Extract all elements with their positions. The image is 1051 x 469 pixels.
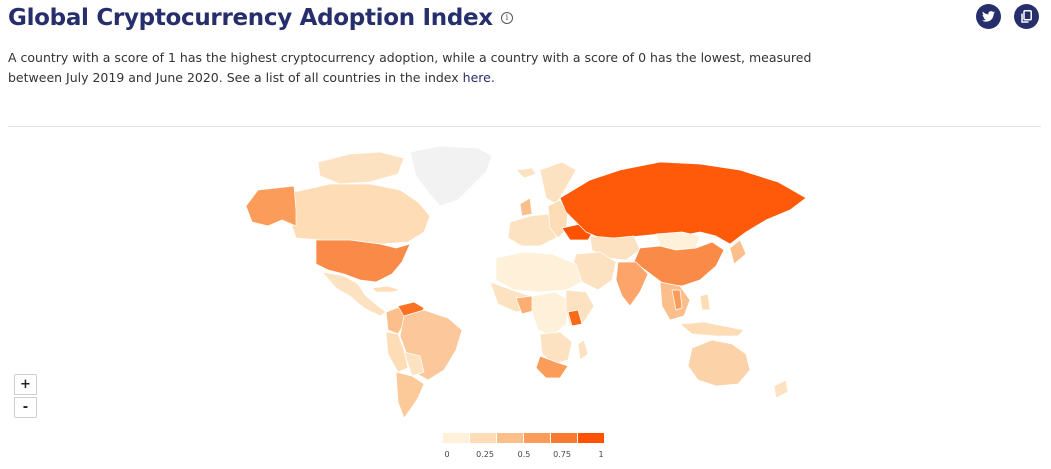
info-icon[interactable]: i [500,12,513,24]
copy-icon [1021,10,1032,23]
region-south-africa[interactable] [535,355,569,379]
region-japan[interactable] [729,239,747,265]
legend-tick: 0 [444,450,450,459]
region-alaska[interactable] [245,185,297,227]
color-legend: 0 0.25 0.5 0.75 1 [443,433,605,464]
legend-swatch [578,433,604,443]
region-kenya[interactable] [567,309,583,327]
region-united-states[interactable] [315,239,411,283]
region-russia[interactable] [559,161,807,245]
region-southern-africa[interactable] [539,331,573,365]
description: A country with a score of 1 has the high… [8,48,868,88]
region-canada-arctic[interactable] [317,151,405,185]
zoom-in-button[interactable]: + [14,374,37,395]
copy-link-button[interactable] [1014,4,1039,29]
region-new-zealand[interactable] [773,379,789,399]
region-western-europe[interactable] [507,213,561,247]
legend-ticks: 0 0.25 0.5 0.75 1 [443,450,605,464]
region-philippines[interactable] [699,293,711,311]
region-madagascar[interactable] [577,339,589,361]
legend-swatch [443,433,470,443]
legend-swatch [551,433,578,443]
legend-swatch [497,433,524,443]
twitter-share-button[interactable] [976,4,1001,29]
description-end: . [490,70,495,85]
region-greenland[interactable] [409,145,493,207]
countries-list-link[interactable]: here [462,70,491,85]
description-text: A country with a score of 1 has the high… [8,50,812,85]
legend-tick: 0.25 [476,450,494,459]
region-indonesia[interactable] [679,321,745,337]
zoom-out-button[interactable]: - [14,397,37,418]
region-india[interactable] [615,261,649,307]
header: Global Cryptocurrency Adoption Index i [8,4,513,32]
legend-color-bar [443,433,604,443]
region-argentina[interactable] [395,371,425,419]
divider [8,126,1041,127]
region-scandinavia[interactable] [539,161,577,205]
legend-tick: 0.5 [517,450,531,459]
legend-swatch [470,433,497,443]
world-map[interactable] [0,140,1051,430]
region-brazil[interactable] [399,309,463,381]
region-united-kingdom[interactable] [519,197,533,217]
region-caribbean[interactable] [371,285,401,293]
twitter-icon [982,11,995,22]
region-canada[interactable] [289,183,431,245]
region-bolivia[interactable] [403,351,425,377]
legend-tick: 0.75 [553,450,571,459]
legend-swatch [524,433,551,443]
page-title: Global Cryptocurrency Adoption Index [8,5,493,31]
region-australia[interactable] [687,339,751,387]
region-iceland[interactable] [515,167,537,179]
region-china[interactable] [633,241,725,287]
region-central-africa[interactable] [531,291,571,337]
region-north-africa[interactable] [495,251,583,293]
legend-tick: 1 [598,450,604,459]
region-peru[interactable] [385,331,409,373]
region-vietnam[interactable] [671,289,683,311]
